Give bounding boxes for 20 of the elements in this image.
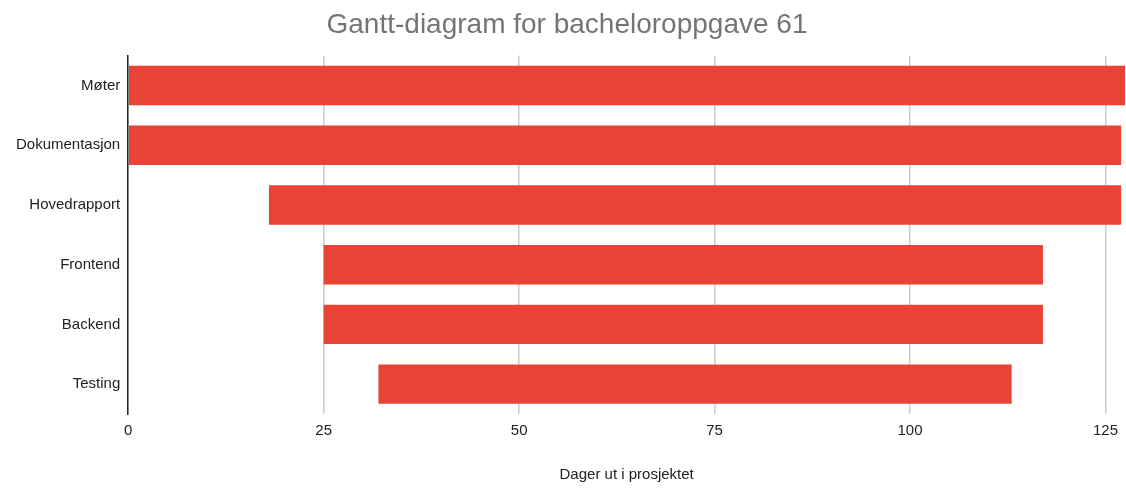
x-tick-label: 100 bbox=[897, 421, 923, 439]
bar bbox=[268, 185, 1122, 225]
y-tick-label: Frontend bbox=[60, 254, 121, 272]
x-axis-title: Dager ut i prosjektet bbox=[559, 465, 695, 483]
y-tick-label: Testing bbox=[72, 374, 121, 392]
x-tick-label: 25 bbox=[315, 421, 333, 439]
x-tick-label: 0 bbox=[124, 421, 133, 439]
x-tick-label: 50 bbox=[510, 421, 528, 439]
bar bbox=[323, 304, 1043, 345]
y-tick-label: Møter bbox=[81, 75, 121, 93]
y-tick-label: Backend bbox=[61, 314, 121, 332]
chart-title: Gantt-diagram for bacheloroppgave 61 bbox=[326, 7, 808, 39]
bar bbox=[128, 65, 1126, 106]
bar bbox=[128, 125, 1122, 165]
y-tick-label: Dokumentasjon bbox=[15, 135, 121, 153]
x-tick-label: 125 bbox=[1092, 421, 1118, 439]
y-tick-label: Hovedrapport bbox=[29, 195, 122, 213]
x-tick-label: 75 bbox=[706, 421, 723, 439]
bar bbox=[378, 364, 1012, 404]
bar bbox=[323, 244, 1043, 285]
